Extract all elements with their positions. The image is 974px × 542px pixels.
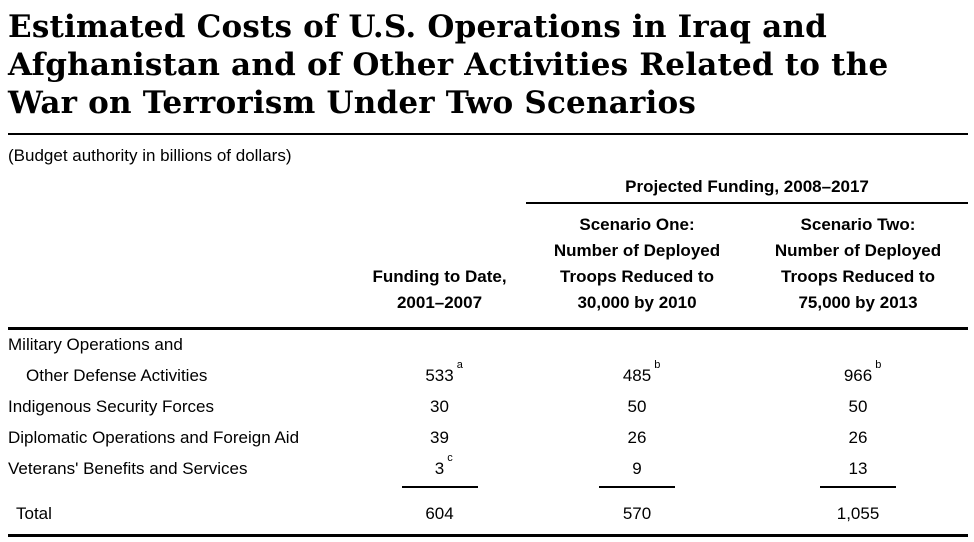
cell-value: 1,055 bbox=[748, 495, 969, 537]
table-subtitle: (Budget authority in billions of dollars… bbox=[8, 146, 292, 165]
value: 1,055 bbox=[836, 504, 880, 523]
value: 50 bbox=[627, 397, 647, 416]
title-divider bbox=[8, 133, 968, 135]
cost-table: Projected Funding, 2008–2017 Funding to … bbox=[8, 174, 969, 537]
footnote-marker: b bbox=[654, 359, 661, 371]
sum-line bbox=[820, 486, 896, 488]
value: 26 bbox=[627, 428, 647, 447]
sum-line bbox=[599, 486, 675, 488]
footnote-marker: c bbox=[447, 452, 453, 464]
cell-value bbox=[748, 329, 968, 362]
cell-value: 966 b bbox=[748, 359, 968, 392]
sum-rule-cell bbox=[526, 485, 748, 495]
value: 13 bbox=[848, 459, 868, 478]
row-label: Other Defense Activities bbox=[26, 366, 208, 385]
cell-value bbox=[526, 329, 748, 362]
value: 533 a bbox=[425, 359, 463, 386]
page-title: Estimated Costs of U.S. Operations in Ir… bbox=[8, 9, 889, 121]
cell-value: 30 bbox=[353, 392, 526, 423]
value: 39 bbox=[430, 428, 449, 447]
value: 966 b bbox=[843, 359, 882, 386]
row-label: Indigenous Security Forces bbox=[8, 397, 214, 416]
value: 30 bbox=[430, 397, 449, 416]
value: 570 bbox=[622, 504, 652, 523]
row-label: Diplomatic Operations and Foreign Aid bbox=[8, 428, 300, 447]
spacer-cell bbox=[8, 203, 353, 330]
value: 604 bbox=[425, 504, 454, 523]
sum-line bbox=[401, 486, 478, 488]
cell-value bbox=[353, 329, 526, 362]
cell-value: 570 bbox=[526, 495, 748, 537]
group-header-row: Projected Funding, 2008–2017 bbox=[8, 174, 969, 204]
column-header-scenario-one: Scenario One: Number of Deployed Troops … bbox=[526, 203, 748, 330]
cell-value: 533 a bbox=[353, 359, 526, 392]
cell-value: 485 b bbox=[526, 359, 748, 392]
value: 26 bbox=[848, 428, 868, 447]
projected-funding-group-header: Projected Funding, 2008–2017 bbox=[526, 174, 969, 204]
value: 485 b bbox=[622, 359, 661, 386]
spacer-cell bbox=[353, 174, 526, 203]
sum-rule-cell bbox=[353, 485, 526, 495]
table-row-military-operations-line2: Other Defense Activities 533 a 485 b 966 b bbox=[8, 359, 968, 392]
cell-value: 26 bbox=[526, 423, 748, 454]
table-row-military-operations-line1: Military Operations and bbox=[8, 329, 968, 362]
column-header-row: Funding to Date, 2001–2007 Scenario One:… bbox=[8, 203, 969, 330]
table-row-total: Total 604 570 1,055 bbox=[8, 495, 969, 537]
row-label: Military Operations and bbox=[8, 335, 183, 354]
value: 9 bbox=[632, 459, 642, 478]
cell-value: 26 bbox=[748, 423, 968, 454]
column-header-funding-to-date: Funding to Date, 2001–2007 bbox=[353, 203, 526, 330]
spacer-cell bbox=[8, 174, 353, 203]
column-header-scenario-two: Scenario Two: Number of Deployed Troops … bbox=[748, 203, 969, 330]
row-label: Total bbox=[8, 495, 353, 537]
table-row-indigenous-security-forces: Indigenous Security Forces 30 50 50 bbox=[8, 392, 968, 423]
footnote-marker: a bbox=[456, 359, 463, 371]
sum-rule-row bbox=[8, 485, 968, 495]
spacer-cell bbox=[8, 485, 353, 495]
footnote-marker: b bbox=[875, 359, 882, 371]
cell-value: 13 bbox=[748, 454, 968, 485]
cell-value: 604 bbox=[353, 495, 526, 537]
cell-value: 50 bbox=[748, 392, 968, 423]
row-label: Veterans' Benefits and Services bbox=[8, 459, 248, 478]
table-row-diplomatic-operations: Diplomatic Operations and Foreign Aid 39… bbox=[8, 423, 968, 454]
cell-value: 39 bbox=[353, 423, 526, 454]
cell-value: 9 bbox=[526, 454, 748, 485]
sum-rule-cell bbox=[748, 485, 968, 495]
cell-value: 50 bbox=[526, 392, 748, 423]
value: 50 bbox=[848, 397, 868, 416]
